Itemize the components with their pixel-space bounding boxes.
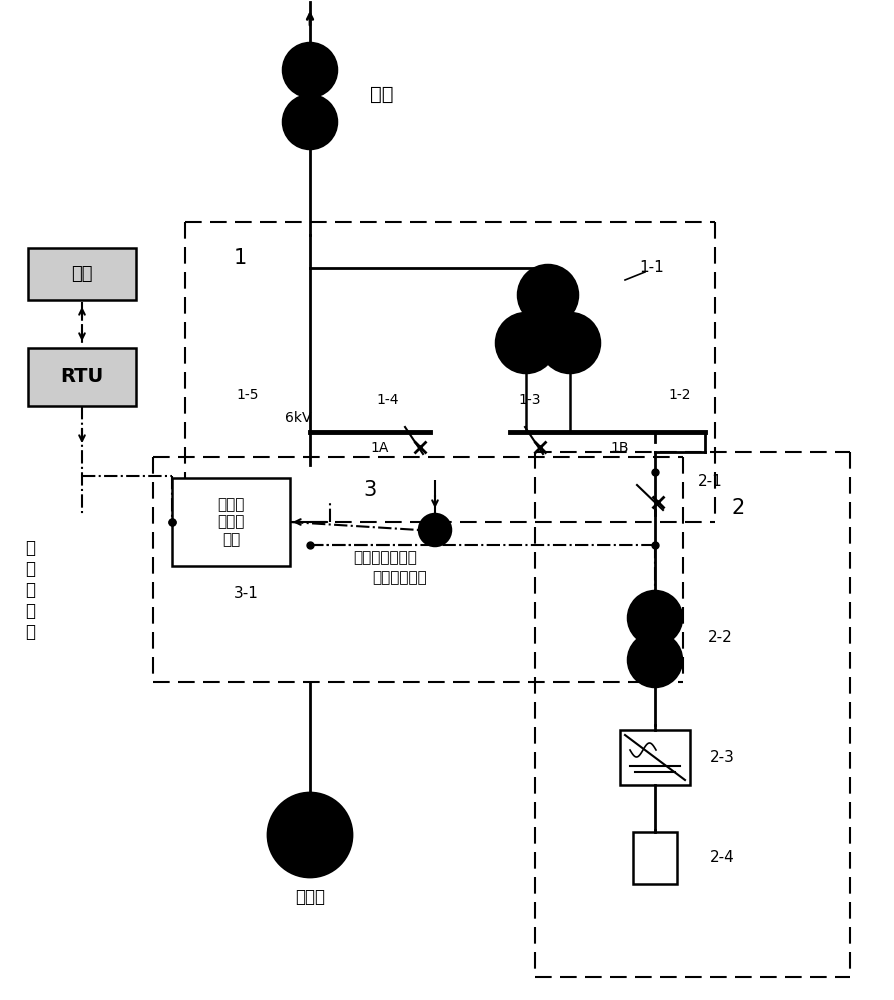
Text: 1B: 1B — [611, 441, 629, 455]
Circle shape — [283, 95, 337, 149]
Text: 6kV: 6kV — [285, 411, 311, 425]
Text: 发电机输出功率: 发电机输出功率 — [353, 550, 417, 566]
Circle shape — [268, 793, 352, 877]
Text: −: − — [432, 534, 443, 546]
Text: 发电机
出口变
送器: 发电机 出口变 送器 — [217, 497, 245, 547]
Text: 主变: 主变 — [370, 85, 393, 104]
Text: 1: 1 — [233, 248, 247, 268]
Text: 1-3: 1-3 — [519, 393, 541, 407]
Text: RTU: RTU — [61, 367, 104, 386]
Circle shape — [628, 591, 682, 645]
Text: 2-2: 2-2 — [708, 631, 732, 646]
Text: 机
组
总
出
力: 机 组 总 出 力 — [25, 539, 35, 641]
Bar — [28, 348, 136, 406]
Text: 2-3: 2-3 — [710, 750, 735, 764]
Text: 1-1: 1-1 — [639, 260, 664, 275]
Bar — [620, 730, 690, 785]
Circle shape — [540, 313, 600, 373]
Text: 储能吸收功率: 储能吸收功率 — [373, 570, 427, 585]
Text: 2-4: 2-4 — [710, 850, 734, 865]
Text: 1-5: 1-5 — [237, 388, 259, 402]
Text: +: + — [423, 514, 434, 528]
Text: 1-2: 1-2 — [669, 388, 691, 402]
Circle shape — [496, 313, 556, 373]
Text: 1-4: 1-4 — [376, 393, 400, 407]
Circle shape — [419, 514, 451, 546]
Bar — [172, 478, 290, 566]
Text: 发电机: 发电机 — [295, 888, 325, 906]
Text: 1A: 1A — [371, 441, 389, 455]
Text: 2-1: 2-1 — [697, 475, 722, 489]
Bar — [28, 248, 136, 300]
Text: 3: 3 — [363, 480, 376, 500]
Circle shape — [628, 633, 682, 687]
Text: 3-1: 3-1 — [233, 586, 258, 601]
Text: 调度: 调度 — [72, 265, 93, 283]
Circle shape — [283, 43, 337, 97]
Circle shape — [518, 265, 578, 325]
Text: 2: 2 — [731, 498, 745, 518]
Bar — [633, 832, 677, 884]
